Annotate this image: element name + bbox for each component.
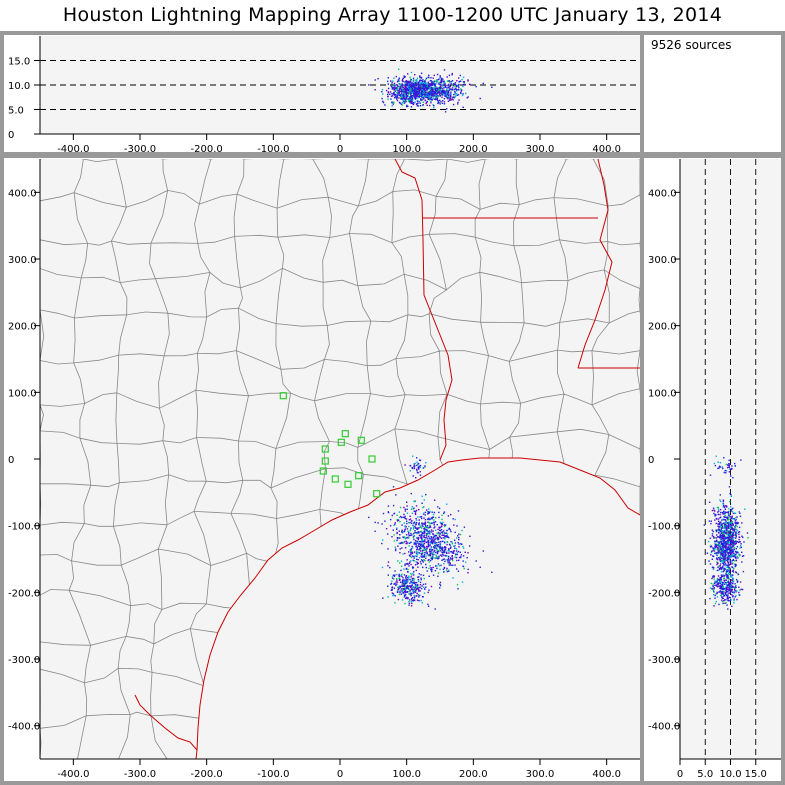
side-y-tick-label: 400.0 <box>648 188 677 199</box>
station-marker <box>357 436 365 444</box>
map-y-tick-label: 200.0 <box>8 322 37 333</box>
side-x-tick-label: 0 <box>677 769 683 780</box>
side-x-tick-label: 15.0 <box>745 769 767 780</box>
map-y-tick-label: 300.0 <box>8 255 37 266</box>
altitude-x-tick-label: 0 <box>337 144 343 155</box>
side-y-tick-label: 300.0 <box>648 255 677 266</box>
coastline <box>195 457 640 759</box>
station-marker <box>355 472 363 480</box>
map-x-tick-label: -200.0 <box>191 769 223 780</box>
tx-la-border <box>394 159 453 461</box>
map-x-tick-label: 400.0 <box>592 769 621 780</box>
plan-view-sources <box>368 455 493 610</box>
state-and-coast-boundaries <box>134 159 640 759</box>
side-y-tick-label: 200.0 <box>648 322 677 333</box>
map-x-tick-label: 300.0 <box>526 769 555 780</box>
altitude-x-tick-label: 100.0 <box>392 144 421 155</box>
altitude-x-tick-label: 300.0 <box>526 144 555 155</box>
lma-stations <box>279 392 381 498</box>
axes: 0 5.0 10.0 15.0 -400.0 -300.0 -200.0 -100.0 0 100… <box>8 36 781 780</box>
map-x-tick-label: 200.0 <box>459 769 488 780</box>
station-marker <box>341 430 349 438</box>
map-y-tick-label: 400.0 <box>8 188 37 199</box>
altitude-x-tick-label: 400.0 <box>592 144 621 155</box>
side-reference-lines <box>704 159 757 759</box>
map-y-tick-label: 100.0 <box>8 388 37 399</box>
map-y-tick-label: 0 <box>8 455 14 466</box>
side-y-tick-label: -100.0 <box>648 522 680 533</box>
map-y-tick-label: -100.0 <box>8 522 40 533</box>
map-x-tick-label: -300.0 <box>124 769 156 780</box>
altitude-reference-lines <box>40 60 640 110</box>
side-x-tick-label: 10.0 <box>719 769 741 780</box>
side-sources <box>703 455 749 610</box>
altitude-x-tick-label: -200.0 <box>191 144 223 155</box>
map-x-tick-label: -400.0 <box>57 769 89 780</box>
station-marker <box>321 457 329 465</box>
altitude-y-tick-label: 15.0 <box>8 57 30 68</box>
station-marker <box>279 392 287 400</box>
side-x-tick-label: 5.0 <box>697 769 713 780</box>
altitude-y-tick-label: 0 <box>8 130 14 141</box>
altitude-sources <box>368 68 493 113</box>
source-count: 9526 sources <box>651 38 732 52</box>
station-marker <box>344 480 352 488</box>
altitude-x-tick-label: -300.0 <box>124 144 156 155</box>
map-x-tick-label: 100.0 <box>392 769 421 780</box>
map-x-tick-label: 0 <box>337 769 343 780</box>
station-marker <box>331 475 339 483</box>
station-marker <box>368 455 376 463</box>
map-y-tick-label: -400.0 <box>8 722 40 733</box>
side-y-tick-label: -200.0 <box>648 588 680 599</box>
station-marker <box>337 438 345 446</box>
station-marker <box>321 445 329 453</box>
altitude-y-tick-label: 10.0 <box>8 81 30 92</box>
side-panel-frame <box>640 154 785 785</box>
gulf-water <box>196 458 640 759</box>
side-y-tick-label: 100.0 <box>648 388 677 399</box>
side-y-tick-label: -400.0 <box>648 722 680 733</box>
chart-title: Houston Lightning Mapping Array 1100-120… <box>62 4 723 26</box>
map-x-tick-label: -100.0 <box>257 769 289 780</box>
map-y-tick-label: -200.0 <box>8 588 40 599</box>
station-marker <box>373 490 381 498</box>
altitude-x-tick-label: -400.0 <box>57 144 89 155</box>
mississippi-river <box>577 159 613 369</box>
map-y-tick-label: -300.0 <box>8 655 40 666</box>
altitude-y-tick-label: 5.0 <box>8 106 24 117</box>
rio-grande <box>134 694 198 751</box>
side-y-tick-label: -300.0 <box>648 655 680 666</box>
altitude-x-tick-label: 200.0 <box>459 144 488 155</box>
altitude-x-tick-label: -100.0 <box>257 144 289 155</box>
station-marker <box>319 467 327 475</box>
info-panel-frame <box>640 31 785 156</box>
side-y-tick-label: 0 <box>648 455 654 466</box>
